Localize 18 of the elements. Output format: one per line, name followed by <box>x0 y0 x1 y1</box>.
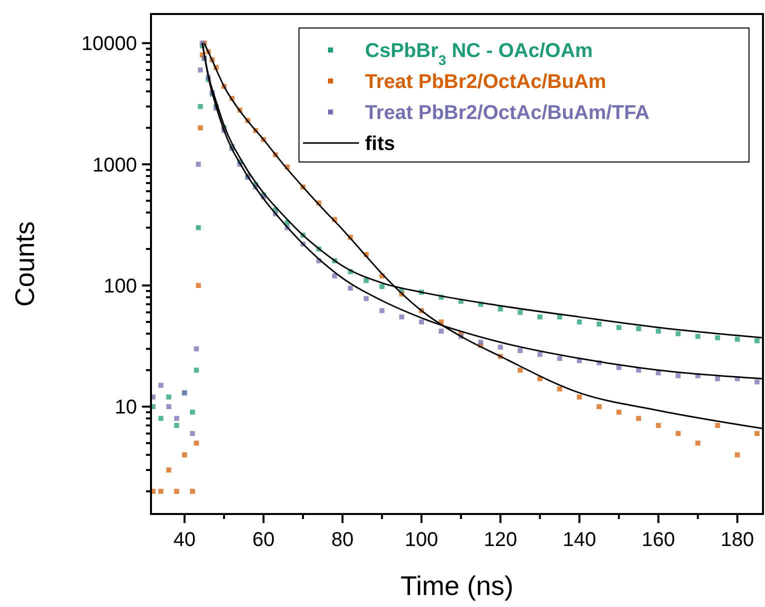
y-tick-label: 100 <box>104 275 137 298</box>
x-tick-label: 80 <box>331 529 354 551</box>
legend-label: CsPbBr$_{3}$ NC - OAc/OAm <box>365 40 593 68</box>
legend-label: fits <box>365 133 395 155</box>
x-tick-label: 140 <box>562 529 596 551</box>
y-tick-label: 10 <box>114 396 137 419</box>
x-tick-label: 60 <box>252 529 275 551</box>
legend-label: Treat PbBr2/OctAc/BuAm <box>365 71 606 93</box>
x-tick-label: 180 <box>720 529 754 551</box>
y-tick-label: 1000 <box>92 154 137 176</box>
x-tick-label: 100 <box>404 529 438 551</box>
x-tick-label: 120 <box>484 529 518 551</box>
x-axis-title: Time (ns) <box>400 571 514 601</box>
y-tick-label: 10000 <box>81 33 137 56</box>
y-axis-title: Counts <box>10 221 40 307</box>
x-tick-label: 40 <box>173 529 196 551</box>
x-tick-label: 160 <box>642 529 676 551</box>
legend-label: Treat PbBr2/OctAc/BuAm/TFA <box>365 102 650 124</box>
